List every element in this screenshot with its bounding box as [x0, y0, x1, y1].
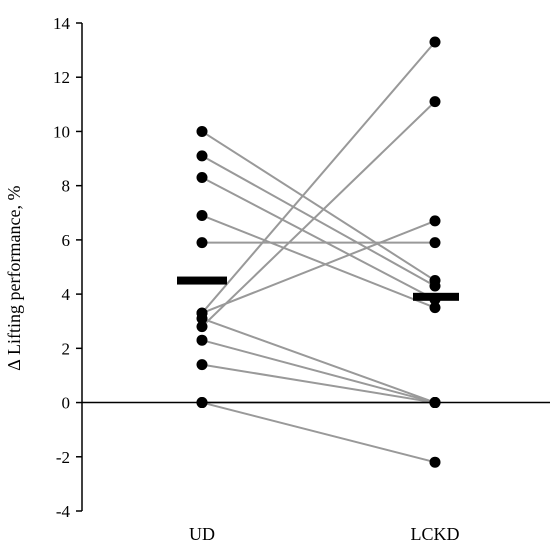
- category-label-lckd: LCKD: [411, 524, 460, 544]
- paired-line-9: [201, 219, 436, 315]
- point-lckd-8: [429, 96, 441, 108]
- y-tick-label-4: 4: [62, 285, 71, 304]
- point-lckd-2: [429, 280, 441, 292]
- point-lckd-3: [429, 294, 441, 306]
- point-lckd-12: [429, 397, 441, 409]
- y-tick-label-6: 6: [62, 231, 71, 250]
- mean-markers-group: [177, 276, 459, 301]
- point-ud-5: [196, 237, 208, 249]
- y-tick-label-12: 12: [53, 68, 70, 87]
- point-ud-4: [196, 209, 208, 221]
- point-ud-11: [196, 359, 208, 371]
- paired-line-2: [201, 154, 436, 287]
- y-tick-label--4: -4: [56, 502, 71, 521]
- point-lckd-5: [429, 237, 441, 249]
- point-lckd-6: [429, 36, 441, 48]
- paired-line-3: [201, 176, 436, 301]
- axes-group: [76, 22, 550, 512]
- point-lckd-9: [429, 215, 441, 227]
- point-lckd-13: [429, 456, 441, 468]
- point-ud-8: [196, 321, 208, 333]
- point-ud-2: [196, 150, 208, 162]
- y-tick-label-14: 14: [53, 14, 71, 33]
- mean-marker-ud: [177, 276, 227, 285]
- y-tick-labels-group: -4 -2 0 2 4 6 8 10 12 14: [53, 14, 71, 521]
- category-labels-group: UD LCKD: [189, 524, 460, 544]
- point-ud-9: [196, 307, 208, 319]
- y-tick-label--2: -2: [56, 448, 70, 467]
- paired-line-6: [201, 41, 436, 314]
- paired-lines-group: [201, 41, 436, 464]
- point-ud-3: [196, 172, 208, 184]
- point-lckd-4: [429, 302, 441, 314]
- paired-line-1: [201, 130, 436, 282]
- category-label-ud: UD: [189, 524, 215, 544]
- data-points-group: [196, 36, 441, 468]
- paired-line-8: [201, 100, 436, 328]
- point-ud-13: [196, 397, 208, 409]
- y-tick-label-0: 0: [62, 394, 71, 413]
- y-tick-label-2: 2: [62, 339, 71, 358]
- paired-line-7: [201, 317, 436, 404]
- paired-line-11: [201, 363, 436, 404]
- point-ud-1: [196, 125, 208, 137]
- paired-line-13: [201, 401, 436, 464]
- y-tick-label-8: 8: [62, 177, 71, 196]
- paired-line-4: [201, 214, 436, 309]
- point-ud-10: [196, 334, 208, 346]
- paired-line-10: [201, 339, 436, 404]
- y-tick-label-10: 10: [53, 122, 70, 141]
- y-axis-title: ∆ Lifting performance, %: [4, 186, 24, 371]
